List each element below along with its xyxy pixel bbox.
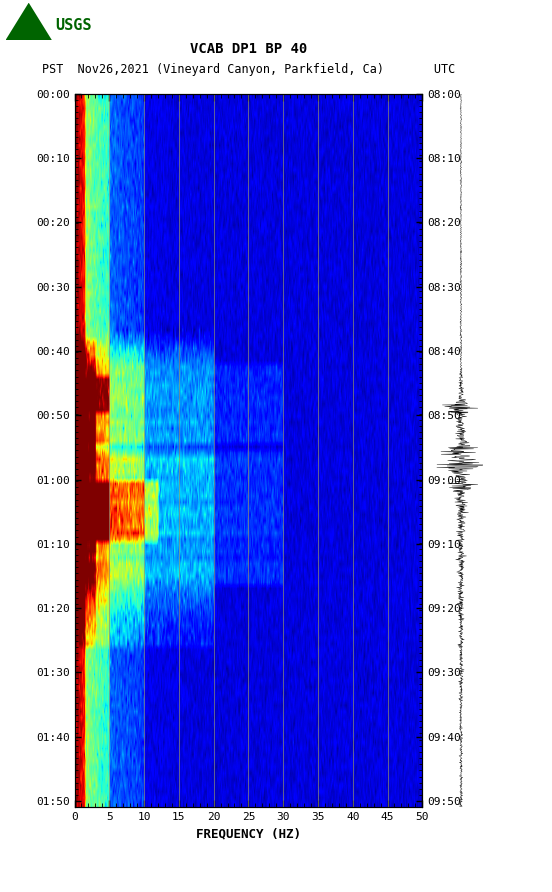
Polygon shape [6,3,52,40]
Text: VCAB DP1 BP 40: VCAB DP1 BP 40 [190,42,307,56]
Text: USGS: USGS [55,18,92,33]
Text: PST  Nov26,2021 (Vineyard Canyon, Parkfield, Ca)       UTC: PST Nov26,2021 (Vineyard Canyon, Parkfie… [42,63,455,76]
X-axis label: FREQUENCY (HZ): FREQUENCY (HZ) [196,828,301,840]
